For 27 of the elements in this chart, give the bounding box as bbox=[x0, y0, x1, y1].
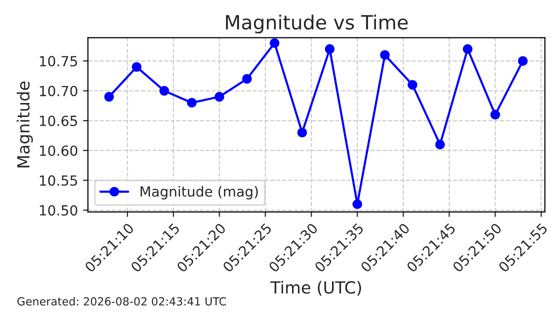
point bbox=[490, 110, 500, 120]
point bbox=[324, 44, 335, 54]
y-tick-label: 10.70 bbox=[40, 86, 78, 96]
y-tick-label: 10.60 bbox=[40, 145, 78, 156]
point bbox=[435, 140, 445, 150]
point bbox=[242, 74, 252, 84]
y-axis-title: Magnitude bbox=[16, 82, 33, 168]
legend-label: Magnitude (mag) bbox=[140, 186, 258, 200]
point bbox=[518, 56, 528, 66]
point bbox=[186, 98, 197, 108]
x-axis-title: Time (UTC) bbox=[270, 280, 362, 296]
text: Generated: 2026-08-02 02:43:41 UTC bbox=[17, 296, 226, 306]
point bbox=[270, 38, 280, 48]
point bbox=[408, 80, 418, 90]
point bbox=[380, 50, 390, 60]
y-tick-label: 10.75 bbox=[40, 56, 77, 66]
y-tick-label: 10.55 bbox=[40, 175, 77, 186]
point bbox=[352, 199, 362, 210]
point bbox=[159, 86, 170, 96]
y-tick-label: 10.65 bbox=[40, 116, 77, 126]
point bbox=[214, 92, 224, 102]
point bbox=[297, 128, 308, 138]
point bbox=[104, 92, 114, 102]
chart-title: Magnitude vs Time bbox=[226, 14, 408, 34]
point bbox=[462, 44, 473, 54]
y-tick-label: 10.50 bbox=[40, 205, 78, 216]
point bbox=[132, 62, 142, 72]
